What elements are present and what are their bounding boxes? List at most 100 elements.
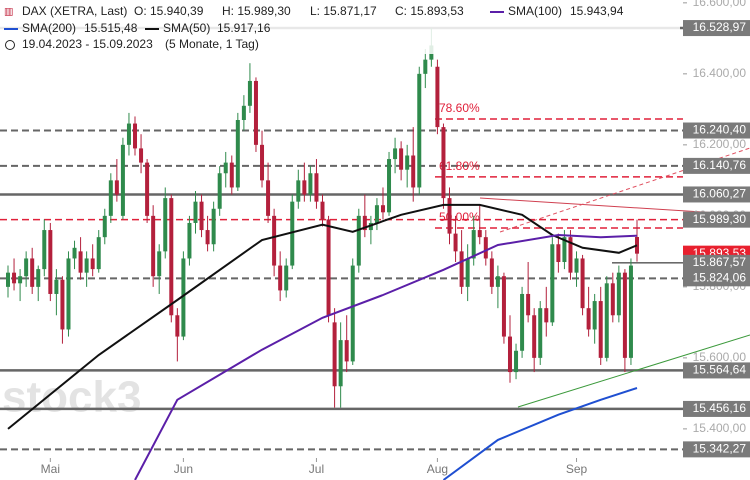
candle-body — [399, 148, 404, 170]
candle-body — [501, 276, 506, 337]
candle-body — [628, 265, 633, 358]
candle-body — [199, 201, 204, 231]
candle-body — [36, 269, 41, 287]
candle-body — [538, 308, 543, 358]
level-label: 15.867,57 — [693, 255, 747, 269]
candle-body — [114, 180, 119, 195]
candle-body — [54, 279, 59, 294]
candle-body — [90, 258, 95, 270]
y-tick-label: 15.600,00 — [693, 350, 747, 364]
level-label: 16.240,40 — [693, 123, 747, 137]
candle-body — [507, 336, 512, 373]
candle-body — [314, 173, 319, 202]
candle-body — [72, 247, 77, 259]
candle-body — [326, 219, 331, 316]
level-label-bg — [683, 157, 750, 174]
legend-label: SMA(200) — [22, 21, 76, 35]
icon: ▥ — [4, 7, 13, 18]
level-label-bg — [683, 20, 750, 37]
candle-body — [447, 198, 452, 234]
candle-body — [272, 215, 277, 266]
candle-body — [308, 173, 313, 195]
candle-body — [489, 258, 494, 287]
candle-body — [586, 308, 591, 330]
candle-body — [266, 180, 271, 216]
candle-body — [338, 340, 343, 387]
candle-body — [435, 66, 440, 128]
candle-body — [344, 340, 349, 362]
y-tick-label: 16.400,00 — [693, 66, 747, 80]
candle-body — [78, 251, 83, 273]
candle-body — [592, 301, 597, 330]
y-tick-label: 15.400,00 — [693, 421, 747, 435]
level-label: 15.564,64 — [693, 363, 747, 377]
candle-body — [495, 276, 500, 287]
candle-body — [520, 293, 525, 351]
candle-body — [235, 120, 240, 188]
sma-line — [7, 203, 638, 430]
candle-body — [120, 144, 125, 216]
candle-body — [139, 148, 144, 163]
plot: 78.60%61.80%50.00% — [0, 26, 683, 480]
candle-body — [187, 222, 192, 259]
candle-body — [18, 276, 23, 284]
level-label: 16.140,76 — [693, 158, 747, 172]
y-tick-label: 16.600,00 — [693, 0, 747, 9]
candle-body — [380, 205, 385, 213]
candle-body — [223, 162, 228, 174]
level-label-bg — [683, 122, 750, 139]
candle-body — [169, 198, 174, 316]
candle-body — [102, 215, 107, 238]
candle-body — [604, 283, 609, 358]
x-tick-label: Jul — [309, 462, 324, 476]
candle-body — [417, 73, 422, 188]
candle-body — [362, 215, 367, 231]
header-bg — [0, 0, 680, 54]
candle-body — [568, 237, 573, 273]
candle-body — [30, 258, 35, 287]
candle-body — [526, 293, 531, 316]
fib-label: 78.60% — [439, 101, 480, 115]
candle-body — [610, 283, 615, 316]
low: L: 15.871,17 — [310, 4, 377, 18]
candle-body — [465, 258, 470, 287]
candle-body — [108, 180, 113, 216]
header: ▥ DAX (XETRA, Last) O: 15.940,39 H: 15.9… — [0, 0, 680, 54]
candle-body — [598, 301, 603, 358]
candle-body — [393, 148, 398, 160]
candle-body — [405, 155, 410, 170]
instrument: DAX (XETRA, Last) — [22, 4, 127, 18]
candle-body — [133, 123, 138, 149]
legend-label: SMA(50) — [163, 21, 210, 35]
candle-body — [241, 105, 246, 120]
candle-body — [175, 315, 180, 337]
legend-value: 15.943,94 — [570, 4, 624, 18]
candle-body — [193, 201, 198, 223]
candle-body — [532, 315, 537, 358]
fib-label: 61.80% — [439, 159, 480, 173]
level-label-bg — [683, 254, 750, 271]
candle-body — [126, 123, 131, 145]
level-label: 15.456,16 — [693, 401, 747, 415]
candle-body — [260, 144, 265, 181]
x-tick-label: Aug — [427, 462, 448, 476]
level-label-bg — [683, 400, 750, 417]
candle-body — [151, 215, 156, 277]
candle-body — [441, 127, 446, 199]
candle-body — [483, 237, 488, 259]
level-label: 15.824,06 — [693, 270, 747, 284]
candle-body — [84, 258, 89, 273]
close: C: 15.893,53 — [395, 4, 464, 18]
candle-body — [284, 265, 289, 291]
candle-body — [181, 258, 186, 337]
clock-icon — [5, 40, 15, 50]
candle-body — [544, 308, 549, 323]
axis: 16.600,0016.400,0016.200,0016.000,0015.8… — [41, 0, 750, 476]
level-label: 15.989,30 — [693, 212, 747, 226]
candle-body — [374, 205, 379, 223]
candle-body — [459, 251, 464, 287]
candle-body — [48, 230, 53, 294]
candle-body — [145, 162, 150, 216]
candle-body — [514, 350, 519, 373]
